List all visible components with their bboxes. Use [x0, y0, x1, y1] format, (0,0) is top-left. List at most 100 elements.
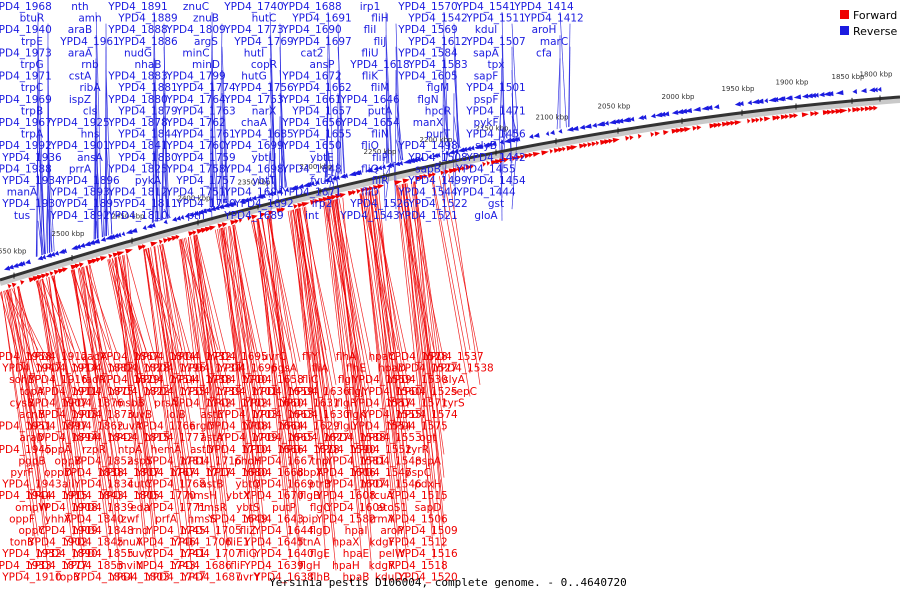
gene-label: tnp [311, 455, 329, 467]
label-connector [210, 174, 213, 208]
forward-feature-arrow [158, 239, 163, 245]
gene-label: YPD4_1842 [73, 432, 133, 444]
reverse-feature-arrow [650, 113, 656, 119]
label-connector [403, 183, 435, 559]
legend-reverse-swatch [840, 26, 849, 35]
gene-label: YPD4_1894 [37, 432, 98, 444]
gene-label: YPD4_1548 [361, 455, 421, 467]
label-connector [269, 215, 301, 571]
reverse-feature-arrow [764, 98, 769, 104]
label-connector [159, 244, 193, 432]
gene-label: YPD4_1629 [279, 421, 339, 433]
reverse-feature-arrow [596, 121, 605, 127]
forward-feature-arrow [587, 142, 593, 148]
gene-label: YPD4_1638 [253, 571, 313, 583]
gene-label: YPD4_1915 [27, 490, 87, 502]
forward-feature-arrow [49, 271, 54, 276]
reverse-feature-arrow [701, 105, 710, 111]
gene-label: YPD4_1605 [397, 71, 457, 83]
label-connector [294, 209, 327, 559]
gene-label: msbB [115, 397, 145, 409]
label-connector [180, 238, 219, 513]
label-connector [266, 151, 271, 193]
gene-label: YPD4_1764 [165, 94, 226, 106]
label-connector [105, 185, 109, 236]
label-connector [126, 254, 157, 362]
gene-label: YPD4_1663 [253, 409, 313, 421]
label-connector [501, 35, 505, 140]
reverse-feature-arrow [310, 181, 315, 186]
gene-label: YPD4_1916 [27, 374, 88, 386]
forward-feature-arrow [541, 150, 549, 156]
reverse-feature-arrow [113, 233, 119, 238]
gene-label: YPD4_1501 [465, 82, 525, 94]
reverse-feature-arrow [835, 90, 844, 96]
gene-label: YPD4_1606 [315, 467, 376, 479]
label-connector [511, 93, 516, 137]
reverse-feature-arrow [54, 250, 60, 256]
forward-feature-arrow [301, 202, 310, 207]
gene-label: pspA [415, 455, 442, 467]
reverse-feature-arrow [705, 105, 713, 111]
label-connector [396, 185, 435, 490]
gene-label: YPD4_1444 [455, 187, 516, 199]
label-connector [334, 199, 373, 432]
label-connector [41, 278, 75, 351]
legend-reverse-label: Reverse [853, 25, 897, 38]
forward-feature-arrow [234, 219, 239, 224]
label-connector [335, 199, 373, 409]
forward-feature-arrow [696, 125, 702, 131]
label-connector [95, 127, 99, 239]
label-connector [52, 275, 85, 385]
reverse-feature-arrow [403, 158, 412, 164]
gene-label: topB [56, 571, 80, 583]
reverse-feature-arrow [751, 99, 760, 105]
gene-label: astA [200, 432, 224, 444]
gene-label: YPD4_1665 [253, 432, 313, 444]
gene-label: hpaI [345, 525, 368, 537]
reverse-feature-arrow [230, 200, 237, 206]
gene-label: kdul [475, 24, 497, 36]
reverse-feature-arrow [508, 137, 516, 143]
gene-label: YPD4_1754 [135, 374, 196, 386]
reverse-feature-arrow [713, 104, 720, 110]
gene-label: YPD4_1640 [253, 548, 313, 560]
gene-label: cat2 [300, 47, 323, 59]
gene-label: YPD4_1583 [407, 59, 467, 71]
gene-label: oppC [18, 525, 45, 537]
gene-label: YPD4_1890 [37, 548, 97, 560]
gene-label: YPD4_1697 [291, 36, 351, 48]
gene-label: oppF [9, 513, 35, 525]
label-connector [432, 177, 471, 374]
gene-label: ribA [79, 82, 101, 94]
gene-label: YPD4_1588 [325, 432, 385, 444]
reverse-feature-arrow [96, 238, 101, 244]
label-connector [292, 209, 327, 513]
label-connector [17, 286, 49, 501]
forward-feature-arrow [801, 112, 809, 118]
label-connector [18, 286, 49, 409]
reverse-feature-arrow [566, 126, 574, 132]
gene-label: YPD4_1530 [387, 374, 447, 386]
label-connector [16, 286, 49, 385]
forward-feature-arrow [217, 223, 223, 229]
gene-label: YPD4_1649 [207, 513, 267, 525]
gene-label: YPD4_1967 [0, 117, 52, 129]
forward-feature-arrow [810, 111, 816, 117]
gene-label: YPD4_1803 [109, 571, 169, 583]
reverse-feature-arrow [432, 152, 439, 158]
gene-label: YPD4_1515 [387, 490, 447, 502]
forward-feature-arrow [532, 151, 541, 157]
gene-label: YPD4_1555 [361, 409, 421, 421]
gene-label: irp1 [360, 1, 381, 13]
gene-label: YPD4_1618 [349, 59, 409, 71]
scale-label: 2250 kbp [364, 148, 398, 156]
label-connector [42, 278, 75, 536]
gene-label: flgF [336, 397, 355, 409]
reverse-feature-arrow [428, 154, 432, 160]
label-connector [327, 201, 363, 559]
label-connector [153, 58, 161, 221]
gene-label: lolB [166, 409, 185, 421]
reverse-feature-arrow [671, 109, 679, 115]
reverse-feature-arrow [79, 242, 86, 248]
